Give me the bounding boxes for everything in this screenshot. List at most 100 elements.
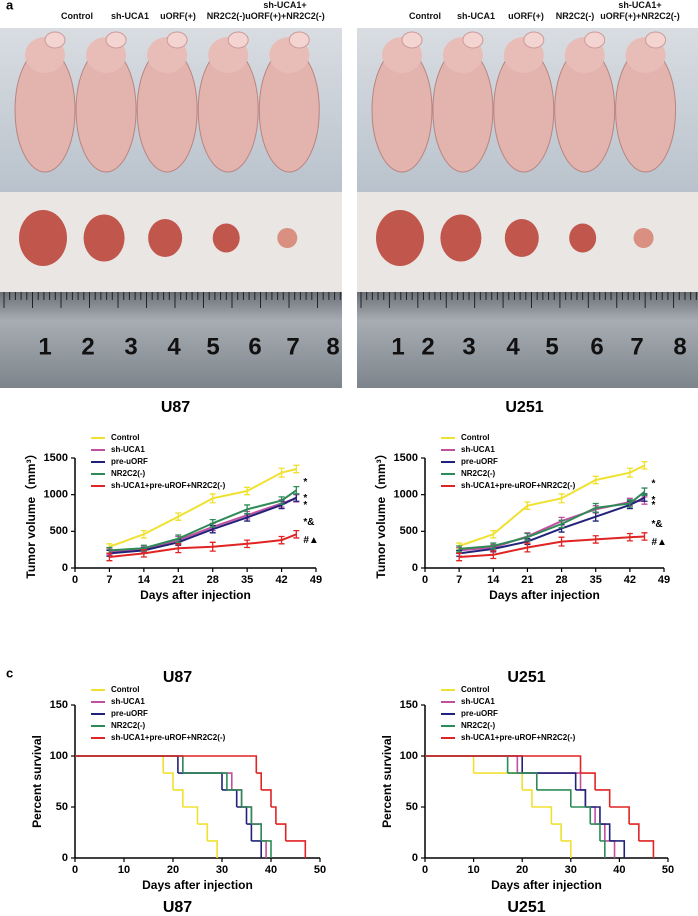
- error-bar: [293, 529, 300, 539]
- survival-step: [531, 806, 553, 825]
- error-bar: [641, 461, 648, 470]
- chart: U251 U251 0 50 100 150 0 10 20 30 40 50 Days after i…: [380, 669, 674, 916]
- ruler-label: 3: [124, 333, 137, 360]
- legend-label: pre-uORF: [461, 457, 498, 466]
- ruler-label: 5: [206, 333, 219, 360]
- photo-header: NR2C2(-): [206, 11, 246, 21]
- error-bar: [490, 550, 497, 560]
- tumor: [148, 219, 183, 257]
- photo-header: sh-UCA1: [110, 11, 149, 21]
- survival-step: [182, 772, 228, 790]
- error-bar: [140, 549, 147, 558]
- legend-label: Control: [111, 685, 139, 694]
- annotation: *: [651, 478, 655, 489]
- error-bar: [490, 529, 497, 539]
- x-tick-label: 50: [662, 864, 674, 876]
- ruler-label: 2: [81, 333, 94, 360]
- survival-step: [251, 823, 262, 841]
- error-bar: [524, 532, 531, 542]
- tumor: [504, 219, 539, 257]
- error-bar: [641, 532, 648, 541]
- chart-title: U251: [507, 669, 545, 686]
- survival-step: [473, 772, 523, 790]
- legend-label: sh-UCA1: [111, 445, 145, 454]
- y-tick-label: 0: [412, 562, 418, 574]
- photo-header: NR2C2(-): [555, 11, 595, 21]
- annotation: *&: [651, 519, 662, 530]
- error-bar: [140, 529, 147, 539]
- survival-step: [177, 772, 223, 790]
- photo-header: Control: [409, 11, 441, 21]
- mouse-ear: [166, 31, 188, 49]
- survival-step: [551, 823, 562, 841]
- error-bar: [641, 487, 648, 497]
- series-line: [109, 496, 297, 555]
- survival-step: [595, 789, 611, 807]
- x-tick-label: 0: [422, 864, 428, 876]
- ruler-label: 2: [421, 333, 434, 360]
- annotation: #▲: [303, 535, 318, 546]
- survival-step: [261, 840, 272, 858]
- x-tick-label: 7: [106, 574, 112, 586]
- ruler: [0, 292, 342, 388]
- y-tick-label: 50: [406, 801, 418, 813]
- x-tick-label: 0: [422, 574, 428, 586]
- x-tick-label: 21: [172, 574, 184, 586]
- mouse-ear: [288, 31, 310, 49]
- y-tick-label: 1000: [394, 489, 418, 501]
- error-bar: [456, 552, 463, 562]
- survival-step: [256, 772, 262, 790]
- survival-step: [173, 789, 184, 807]
- photo-header: sh-UCA1+ uORF(+)+NR2C2(-): [245, 0, 325, 21]
- mouse-ear: [645, 31, 667, 49]
- tumor: [633, 228, 654, 248]
- x-tick-label: 30: [565, 864, 577, 876]
- survival-step: [522, 789, 533, 807]
- annotation: *: [303, 500, 307, 511]
- x-tick-label: 7: [456, 574, 462, 586]
- photo-header: uORF(+): [508, 11, 544, 21]
- mouse-ear: [44, 31, 66, 49]
- legend-label: sh-UCA1+pre-uROF+NR2C2(-): [111, 733, 226, 742]
- x-tick-label: 14: [138, 574, 151, 586]
- ruler-label: 1: [38, 333, 51, 360]
- x-tick-label: 40: [265, 864, 277, 876]
- error-bar: [244, 486, 251, 496]
- ruler-label: 8: [326, 333, 339, 360]
- photo-header: uORF(+): [160, 11, 196, 21]
- mouse-ear: [584, 31, 606, 49]
- legend-label: NR2C2(-): [461, 469, 496, 478]
- chart-footer-title: U87: [163, 899, 192, 916]
- annotation: *: [651, 495, 655, 506]
- survival-step: [580, 772, 596, 790]
- error-bar: [175, 543, 182, 554]
- y-tick-label: 100: [400, 750, 418, 762]
- y-axis-label: Tumor volume（mm³）: [373, 447, 388, 578]
- x-axis-label: Days after injection: [140, 588, 251, 602]
- legend-label: NR2C2(-): [111, 469, 146, 478]
- legend-label: pre-uORF: [461, 709, 498, 718]
- legend-label: pre-uORF: [111, 709, 148, 718]
- y-tick-label: 500: [400, 525, 418, 537]
- x-tick-label: 35: [590, 574, 602, 586]
- survival-step: [570, 806, 592, 825]
- tumor: [277, 228, 298, 248]
- legend-label: Control: [111, 433, 139, 442]
- error-bar: [626, 532, 633, 542]
- x-axis-label: Days after injection: [489, 588, 600, 602]
- chart-title: U87: [163, 669, 192, 686]
- legend-label: sh-UCA1: [461, 445, 495, 454]
- series-line: [109, 533, 297, 558]
- survival-step: [182, 772, 233, 790]
- x-tick-label: 40: [613, 864, 625, 876]
- x-tick-label: 28: [555, 574, 567, 586]
- survival-step: [241, 806, 253, 825]
- survival-step: [425, 755, 519, 774]
- y-tick-label: 150: [400, 699, 418, 711]
- y-tick-label: 100: [50, 750, 68, 762]
- photo-header: sh-UCA1+ uORF(+)+NR2C2(-): [600, 0, 680, 21]
- panel-label: c: [6, 665, 13, 680]
- x-axis-label: Days after injection: [142, 878, 253, 892]
- x-tick-label: 0: [72, 864, 78, 876]
